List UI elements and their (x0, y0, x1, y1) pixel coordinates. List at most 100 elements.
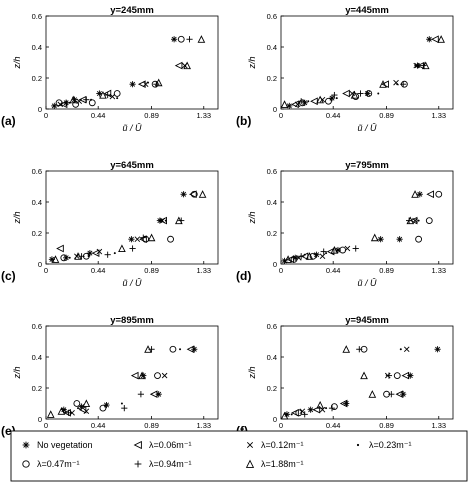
y-tick-label: 0 (38, 260, 42, 269)
data-point (142, 235, 150, 243)
y-tick-label: 0.6 (267, 322, 277, 331)
y-tick-label: 0.2 (32, 74, 42, 83)
data-point (74, 252, 82, 260)
y-axis-label: z/h (247, 366, 257, 379)
data-point (188, 190, 197, 199)
data-point (186, 345, 195, 354)
data-point (57, 407, 66, 415)
x-tick-label: 0.44 (91, 111, 106, 120)
data-point (400, 81, 407, 88)
legend-item: No vegetation (22, 440, 93, 450)
y-tick-label: 0.2 (267, 384, 277, 393)
data-point (83, 408, 90, 415)
data-point (76, 98, 83, 105)
data-point (435, 190, 443, 198)
x-tick-label: 0.89 (144, 266, 159, 275)
y-axis-label: z/h (12, 366, 22, 379)
data-point (83, 96, 90, 103)
data-point (312, 405, 321, 414)
data-point (421, 61, 430, 70)
x-tick-label: 0 (44, 111, 48, 120)
data-point (400, 391, 407, 398)
data-point (298, 99, 306, 107)
x-tick-label: 0.44 (326, 421, 341, 430)
data-point (290, 255, 298, 263)
x-tick-label: 0 (44, 266, 48, 275)
x-tick-label: 0.44 (326, 266, 341, 275)
data-point (65, 409, 72, 416)
data-point (406, 216, 415, 225)
data-point (335, 97, 338, 100)
x-tick-label: 1.33 (196, 266, 211, 275)
data-point (342, 89, 350, 98)
data-point (128, 236, 135, 243)
data-point (68, 256, 71, 259)
legend-item: λ=1.88m⁻¹ (245, 459, 304, 469)
data-point (154, 78, 163, 87)
data-point (396, 236, 403, 243)
data-point (69, 410, 75, 416)
chart-panels: y=245mm 0 0.2 0.4 0.6 0 0.44 0.89 1.33 z/h ũ / Ū (a… (1, 5, 454, 443)
data-point (437, 35, 445, 43)
data-point (395, 390, 404, 399)
plot-frame (280, 325, 454, 420)
y-tick-label: 0.2 (267, 74, 277, 83)
y-tick-label: 0.2 (267, 229, 277, 238)
legend-item: λ=0.06m⁻¹ (133, 440, 192, 450)
data-point (180, 191, 187, 198)
legend-marker (356, 443, 360, 447)
data-point (309, 252, 317, 260)
data-point (190, 190, 198, 198)
y-tick-label: 0.2 (32, 229, 42, 238)
legend-label: λ=0.23m⁻¹ (369, 440, 412, 450)
x-tick-label: 1.33 (196, 421, 211, 430)
data-point (307, 100, 310, 103)
data-point (134, 236, 141, 242)
data-point (78, 405, 87, 414)
data-point (284, 255, 292, 263)
data-point (349, 90, 355, 97)
data-point (379, 80, 387, 88)
x-axis-label: ũ / Ū (357, 123, 377, 133)
data-point (113, 252, 116, 255)
legend-label: λ=0.47m⁻¹ (37, 459, 80, 469)
data-point (104, 91, 111, 99)
x-tick-label: 0 (279, 111, 283, 120)
data-point (56, 244, 64, 253)
data-point (431, 35, 439, 44)
data-point (280, 411, 289, 420)
data-point (51, 102, 58, 109)
legend-item: λ=0.47m⁻¹ (22, 459, 80, 469)
legend-item: λ=0.94m⁻¹ (134, 459, 192, 469)
x-tick-label: 0.44 (91, 421, 106, 430)
y-tick-label: 0.6 (32, 322, 42, 331)
data-point (343, 400, 350, 407)
y-tick-label: 0 (273, 415, 277, 424)
data-point (407, 372, 414, 379)
x-tick-label: 0 (44, 421, 48, 430)
y-tick-label: 0.6 (32, 12, 42, 21)
legend-box (10, 430, 468, 482)
data-point (198, 190, 207, 198)
data-point (360, 371, 368, 380)
x-tick-label: 0.89 (144, 421, 159, 430)
plot-frame (280, 170, 454, 265)
data-point (319, 253, 326, 260)
data-point (388, 391, 395, 398)
data-point (303, 253, 306, 256)
data-point (91, 249, 100, 257)
data-point (129, 245, 136, 252)
data-point (305, 252, 314, 260)
legend-marker (22, 460, 30, 468)
data-point (415, 235, 422, 243)
data-point (350, 90, 359, 99)
legend-marker (22, 441, 30, 449)
panel-title: y=795mm (345, 160, 389, 171)
data-point (137, 391, 144, 398)
data-point (357, 90, 364, 97)
data-point (154, 372, 161, 379)
data-point (174, 61, 183, 70)
chart-panel: y=795mm 0 0.2 0.4 0.6 0 0.44 0.89 1.33 z/h ũ / Ū (d… (236, 160, 454, 288)
x-axis-label: ũ / Ū (122, 278, 142, 288)
